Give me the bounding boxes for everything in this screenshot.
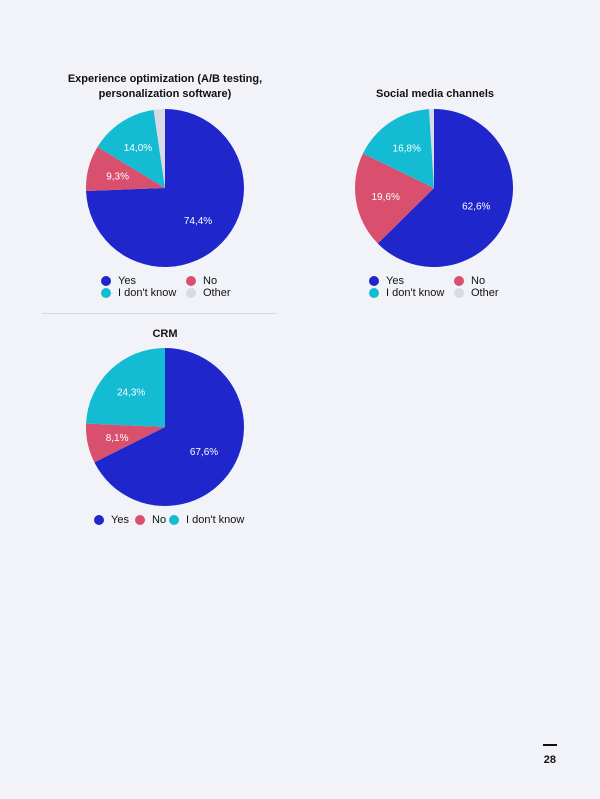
page-number-rule bbox=[543, 744, 557, 746]
pie-slice-i-don-t-know bbox=[86, 348, 165, 427]
pie-data-label: 67,6% bbox=[190, 447, 218, 458]
legend-label: I don't know bbox=[386, 287, 445, 299]
pie-slice-no bbox=[86, 423, 165, 463]
pie-slice-no bbox=[86, 146, 165, 191]
pie-data-label: 16,8% bbox=[393, 143, 421, 154]
legend-label: I don't know bbox=[118, 287, 177, 299]
pie-slice-i-don-t-know bbox=[97, 109, 165, 188]
pie-chart: 62,6% 19,6% 16,8% bbox=[355, 109, 513, 267]
legend-swatch bbox=[186, 288, 196, 298]
legend-item: Yes bbox=[94, 514, 129, 526]
pie-data-label: 14,0% bbox=[124, 143, 152, 154]
legend-label: No bbox=[152, 514, 167, 526]
legend-swatch bbox=[169, 515, 179, 525]
pie-data-label: 9,3% bbox=[106, 172, 129, 183]
pie-chart: 67,6% 8,1% 24,3% bbox=[86, 348, 245, 506]
pie-slice-other bbox=[153, 109, 165, 188]
legend-swatch bbox=[101, 276, 111, 286]
chart-title: CRM bbox=[152, 328, 178, 340]
legend-item: Yes bbox=[101, 275, 136, 287]
chart-title: Social media channels bbox=[376, 88, 494, 100]
legend-label: Other bbox=[471, 287, 499, 299]
pie-slice-yes bbox=[94, 348, 245, 506]
legend-swatch bbox=[101, 288, 111, 298]
legend-label: Yes bbox=[111, 514, 129, 526]
pie-slice-yes bbox=[86, 109, 245, 267]
section-divider bbox=[42, 313, 277, 314]
legend-item: Other bbox=[454, 287, 499, 299]
pie-data-label: 24,3% bbox=[117, 388, 145, 399]
legend-label: Yes bbox=[386, 275, 404, 287]
legend-item: I don't know bbox=[369, 287, 444, 299]
legend-item: Yes bbox=[369, 275, 404, 287]
pie-slice-i-don-t-know bbox=[362, 109, 434, 188]
legend-label: Other bbox=[203, 287, 231, 299]
legend-item: No bbox=[454, 275, 485, 287]
page-number: 28 bbox=[543, 754, 556, 766]
legend-swatch bbox=[454, 288, 464, 298]
pie-slice-yes bbox=[377, 109, 513, 267]
legend-label: Yes bbox=[118, 275, 136, 287]
pie-slice-no bbox=[355, 153, 434, 244]
pie-data-label: 74,4% bbox=[184, 216, 212, 227]
legend-item: No bbox=[135, 514, 166, 526]
legend-item: I don't know bbox=[101, 287, 176, 299]
legend-swatch bbox=[186, 276, 196, 286]
legend-swatch bbox=[369, 288, 379, 298]
pie-chart: 74,4% 9,3% 14,0% bbox=[86, 109, 245, 267]
legend-swatch bbox=[135, 515, 145, 525]
legend-item: Other bbox=[186, 287, 231, 299]
pie-data-label: 8,1% bbox=[106, 433, 129, 444]
legend-swatch bbox=[369, 276, 379, 286]
legend-swatch bbox=[94, 515, 104, 525]
chart-title: Experience optimization (A/B testing, pe… bbox=[67, 73, 263, 100]
legend-label: No bbox=[471, 275, 486, 287]
pie-data-label: 62,6% bbox=[462, 202, 490, 213]
legend-item: I don't know bbox=[169, 514, 244, 526]
legend-swatch bbox=[454, 276, 464, 286]
pie-slice-other bbox=[429, 109, 434, 188]
legend-item: No bbox=[186, 275, 217, 287]
pie-data-label: 19,6% bbox=[371, 192, 399, 203]
legend-label: No bbox=[203, 275, 218, 287]
legend-label: I don't know bbox=[186, 514, 245, 526]
